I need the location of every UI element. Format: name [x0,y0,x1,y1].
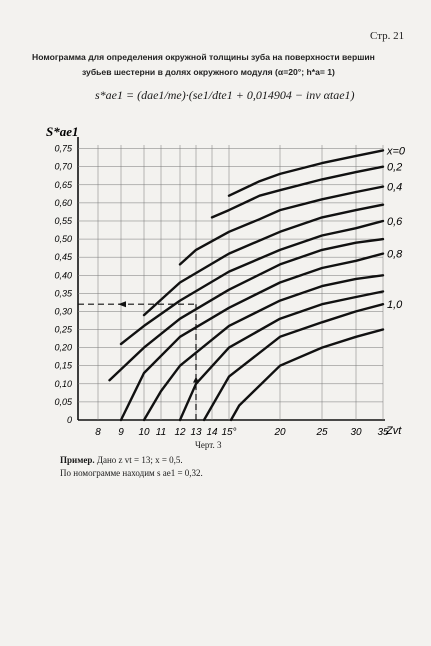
series-line [108,237,385,382]
series-line [227,149,385,197]
x-tick-label: 12 [174,427,186,438]
y-tick-label: 0,05 [54,397,73,407]
example-block: Пример. Дано z vt = 13; x = 0,5. По номо… [60,454,203,480]
y-tick-label: 0,55 [54,216,73,226]
x-tick-label: 9 [118,427,124,438]
y-tick-label: 0,10 [54,379,72,389]
y-tick-label: 0,25 [54,325,73,335]
x-tick-label: 25 [315,427,328,438]
example-given: Дано z vt = 13; x = 0,5. [96,455,183,465]
y-tick-label: 0,40 [54,270,72,280]
example-label: Пример. [60,455,95,465]
series-line [119,252,385,422]
y-tick-label: 0,35 [54,288,73,298]
series-line [142,203,385,317]
series-label: 0,8 [387,249,403,261]
y-tick-label: 0,75 [54,144,73,154]
x-tick-label: 15° [221,427,236,438]
y-tick-label: 0,30 [54,306,72,316]
series-line [178,290,385,422]
y-tick-label: 0,45 [54,252,73,262]
series-line [142,274,385,422]
series-label: x=0 [386,145,406,157]
x-tick-label: 14 [206,427,218,438]
y-axis-title: S*ae1 [46,124,79,139]
x-tick-label: 20 [273,427,286,438]
y-tick-label: 0,65 [54,180,73,190]
x-tick-label: 11 [156,427,166,438]
x-tick-label: 8 [95,427,101,438]
y-tick-label: 0,15 [54,361,73,371]
title-line-1: Номограмма для определения окружной толщ… [32,52,375,62]
y-tick-label: 0,20 [54,343,72,353]
series-label: 0,2 [387,162,402,174]
arrow-left-icon [118,301,126,308]
series-line [202,303,385,422]
y-tick-label: 0 [67,415,72,425]
x-tick-label: 35 [377,427,389,438]
x-tick-label: 30 [350,427,362,438]
nomogram-title: Номограмма для определения окружной толщ… [32,50,422,80]
arrow-up-icon [193,376,199,383]
series-line [210,165,385,219]
x-tick-label: 10 [138,427,150,438]
series-line [178,185,385,266]
y-tick-label: 0,50 [54,234,72,244]
formula: s*ae1 = (dae1/me)·(se1/dte1 + 0,014904 −… [95,88,355,102]
x-tick-label: 13 [190,427,202,438]
x-axis-title: Zvt [385,425,402,437]
y-tick-label: 0,70 [54,162,72,172]
series-line [119,219,385,346]
example-result: По номограмме находим s ae1 = 0,32. [60,468,203,478]
series-label: 0,6 [387,216,403,228]
figure-caption: Черт. 3 [195,440,222,450]
series-label: 0,4 [387,182,402,194]
title-line-2: зубьев шестерни в долях окружного модуля… [82,67,335,77]
page-number: Стр. 21 [370,30,405,42]
series-line [229,328,385,422]
y-tick-label: 0,60 [54,198,72,208]
series-label: 1,0 [387,299,403,311]
